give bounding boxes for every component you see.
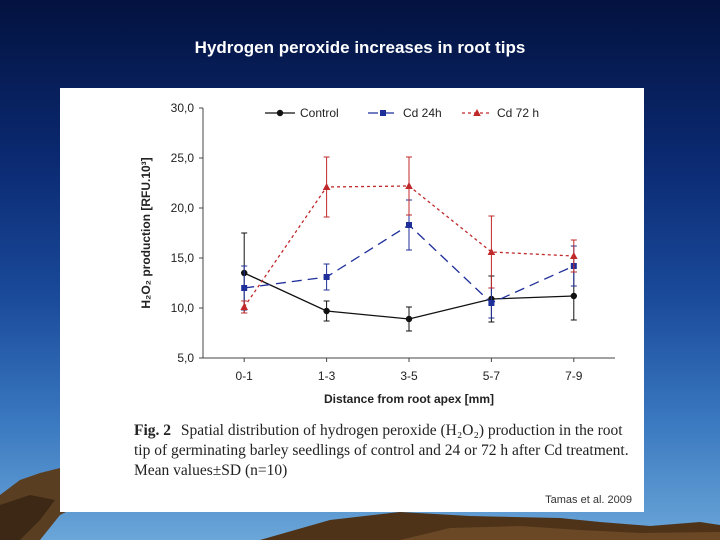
x-tick-label: 7-9 [565,369,583,383]
data-point [322,183,331,190]
y-tick-label: 15,0 [171,251,195,265]
legend-label: Control [300,106,339,120]
y-tick-label: 30,0 [171,101,195,115]
line-chart: 5,0 10,0 15,0 20,0 25,0 30,0 0-1 1-3 3-5 5-7 7-9 Di… [139,101,615,406]
hill-right-highlight [400,526,720,540]
data-point [406,222,412,228]
data-point [323,307,330,315]
figure-caption: Fig. 2 Spatial distribution of hydrogen … [134,421,634,481]
legend-marker [276,109,284,117]
legend-marker [380,110,386,116]
data-point [405,182,413,189]
data-point [487,248,496,255]
y-tick-label: 5,0 [177,351,194,365]
data-point [570,252,578,259]
legend-marker [473,109,481,116]
data-point [241,285,248,291]
y-tick-label: 25,0 [171,151,195,165]
y-axis-label: H₂O₂ production [RFU.10³] [139,157,153,308]
slide-title: Hydrogen peroxide increases in root tips [194,38,526,57]
x-tick-label: 1-3 [318,369,336,383]
data-point [405,315,413,323]
figure-panel: 5,0 10,0 15,0 20,0 25,0 30,0 0-1 1-3 3-5 5-7 7-9 Di… [60,88,644,512]
data-point [488,300,495,306]
x-tick-label: 0-1 [236,369,254,383]
credit-text: Tamas et al. 2009 [545,494,632,506]
data-point [240,303,248,310]
x-tick-label: 3-5 [400,369,418,383]
x-axis-label: Distance from root apex [mm] [324,392,494,406]
y-tick-label: 20,0 [171,201,195,215]
legend-label: Cd 72 h [497,106,539,120]
hill-left-shadow [0,495,55,540]
x-tick-label: 5-7 [483,369,501,383]
data-point [570,292,577,300]
y-tick-label: 10,0 [171,301,195,315]
caption-text: Spatial distribution of hydrogen peroxid… [134,422,629,479]
caption-label: Fig. 2 [134,422,172,439]
data-point [323,274,330,280]
legend-label: Cd 24h [403,106,442,120]
series-line [243,185,574,308]
